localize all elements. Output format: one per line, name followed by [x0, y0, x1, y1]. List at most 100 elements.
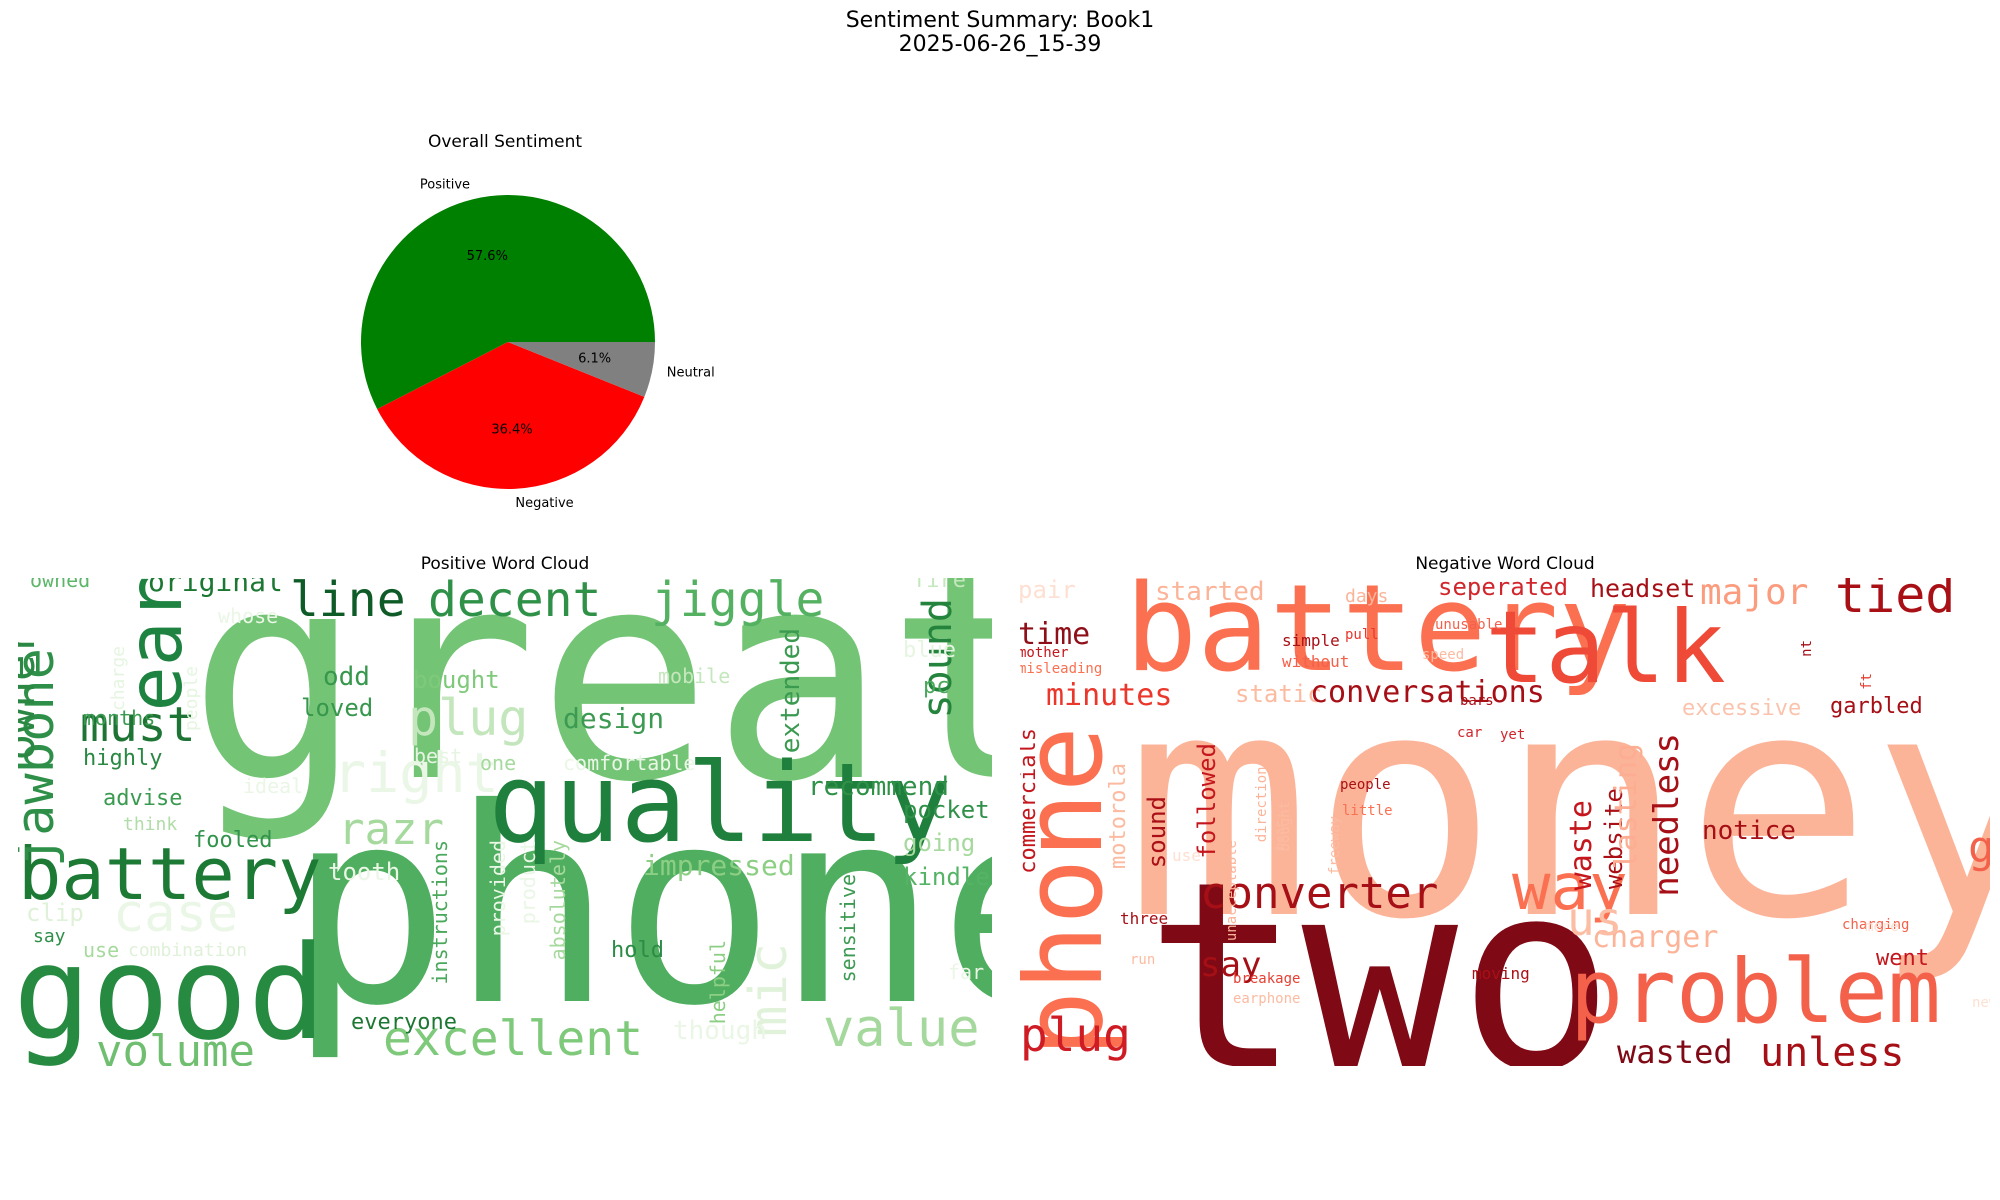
- negative-cloud-word: without: [1282, 652, 1350, 671]
- positive-cloud-word: though: [673, 1016, 767, 1046]
- negative-cloud-word: car: [1457, 725, 1483, 741]
- negative-cloud-word: garbled: [1830, 694, 1923, 719]
- negative-cloud-word: unusable: [1435, 617, 1503, 633]
- positive-cloud-word: bought: [413, 666, 500, 694]
- negative-cloud-word: charger: [1592, 920, 1719, 955]
- positive-cloud-word: far: [948, 960, 985, 984]
- positive-cloud-word: phone: [288, 750, 992, 1065]
- positive-cloud-word: plug: [408, 689, 529, 747]
- positive-cloud-word: instructions: [428, 840, 452, 985]
- positive-cloud-word: odd: [323, 662, 370, 692]
- negative-cloud-word: pull: [1345, 627, 1379, 643]
- pie-slice-neutral: [508, 342, 655, 397]
- negative-cloud-word: charging: [1842, 917, 1910, 933]
- negative-cloud-word: hear: [1273, 821, 1287, 850]
- negative-cloud-word: money: [1125, 627, 1990, 988]
- negative-cloud-word: breakage: [1233, 971, 1301, 987]
- negative-cloud-title: Negative Word Cloud: [1415, 554, 1595, 574]
- pie-category-label: Negative: [515, 496, 573, 511]
- positive-cloud-word: kindle: [903, 863, 990, 891]
- positive-cloud-word: quality: [488, 739, 952, 867]
- positive-cloud-word: great: [188, 578, 992, 846]
- positive-cloud-word: charge: [108, 646, 129, 712]
- positive-cloud-word: design: [563, 702, 665, 735]
- negative-cloud-word: way: [1512, 851, 1628, 925]
- negative-cloud-word: converter: [1200, 868, 1439, 919]
- negative-cloud-word: moving: [1472, 964, 1530, 983]
- negative-cloud-word: talk: [1485, 589, 1726, 706]
- negative-cloud-word: little: [1342, 803, 1393, 819]
- positive-cloud-word: provided: [486, 840, 510, 937]
- positive-cloud-word: mobile: [658, 664, 731, 688]
- positive-cloud-word: line: [290, 578, 406, 628]
- positive-cloud-word: everyone: [351, 1010, 457, 1035]
- pie-slice-negative: [377, 342, 645, 490]
- positive-cloud-word: case: [113, 884, 239, 944]
- negative-cloud-word: sound: [1143, 796, 1171, 869]
- positive-cloud-word: highly: [83, 746, 163, 771]
- negative-cloud-word: go: [1968, 822, 1990, 873]
- negative-cloud-word: static: [1235, 680, 1322, 708]
- positive-cloud-word: clip: [26, 899, 84, 927]
- negative-cloud-word: headset: [1590, 578, 1696, 603]
- negative-cloud-word: use: [1172, 846, 1201, 865]
- negative-cloud-word: earphone: [1233, 991, 1301, 1007]
- positive-cloud-word: pc: [923, 674, 950, 699]
- negative-cloud-word: ft: [1859, 673, 1875, 690]
- positive-cloud-word: sensitive: [836, 874, 860, 983]
- positive-cloud-word: advise: [103, 786, 183, 811]
- positive-cloud-word: whose: [218, 604, 279, 628]
- negative-cloud-word: problem: [1570, 940, 1941, 1043]
- positive-cloud-word: going: [903, 829, 976, 857]
- negative-cloud-word: seperated: [1438, 578, 1569, 601]
- negative-cloud-word: simple: [1282, 631, 1340, 650]
- pie-percent-label: 6.1%: [578, 351, 611, 366]
- negative-cloud-word: new: [1972, 995, 1990, 1011]
- positive-cloud-word: hold: [611, 938, 664, 963]
- pie-category-label: Positive: [420, 177, 470, 192]
- negative-cloud-word: went: [1876, 946, 1929, 971]
- positive-cloud-word: extended: [776, 628, 806, 754]
- negative-cloud-word: needless: [1647, 733, 1687, 897]
- negative-cloud-word: mother: [1020, 645, 1069, 661]
- positive-cloud-word: blue: [903, 638, 956, 663]
- positive-cloud-word: excellent: [383, 1011, 644, 1066]
- pie-chart-title: Overall Sentiment: [427, 132, 583, 152]
- negative-cloud-word: conversations: [1310, 675, 1545, 710]
- negative-cloud-word: lasting: [1609, 743, 1644, 870]
- positive-cloud-word: use: [83, 938, 120, 962]
- positive-cloud-word: original: [148, 578, 283, 598]
- negative-cloud-word: minutes: [1046, 678, 1173, 713]
- negative-cloud-word: plug: [1020, 1008, 1131, 1062]
- negative-cloud-word: pair: [1020, 578, 1076, 604]
- pie-category-label: Neutral: [667, 365, 715, 380]
- positive-cloud-word: value: [823, 999, 980, 1059]
- negative-cloud-word: directions: [1254, 758, 1270, 843]
- negative-cloud-word: followed: [1193, 743, 1221, 859]
- positive-cloud-word: think: [123, 814, 178, 835]
- positive-cloud-word: pocket: [903, 796, 990, 824]
- negative-cloud-word: say: [1200, 945, 1262, 985]
- positive-cloud-word: combination: [128, 940, 248, 961]
- negative-cloud-word: tied: [1835, 578, 1956, 624]
- negative-cloud-word: run: [1130, 952, 1156, 968]
- positive-cloud-word: volume: [96, 1026, 255, 1067]
- negative-cloud-word: people: [1340, 777, 1391, 793]
- positive-cloud-word: must: [80, 697, 196, 753]
- negative-cloud-word: excessive: [1682, 696, 1802, 721]
- negative-cloud-word: commercials: [1020, 728, 1041, 874]
- positive-word-cloud: greatphonequalitygoodbatteryearjawbonemu…: [18, 578, 992, 1066]
- negative-cloud-word: freeway: [1327, 816, 1343, 876]
- positive-cloud-word: comfortable: [563, 751, 696, 775]
- negative-cloud-word: unless: [1760, 1030, 1905, 1066]
- positive-cloud-word: best: [414, 744, 463, 768]
- positive-cloud-word: fooled: [193, 828, 273, 853]
- positive-cloud-word: absolutely: [546, 840, 570, 961]
- negative-cloud-word: mere: [1865, 919, 1899, 935]
- negative-cloud-word: wasted: [1617, 1033, 1733, 1066]
- positive-cloud-word: impressed: [643, 849, 795, 882]
- pie-percent-label: 57.6%: [467, 249, 508, 264]
- positive-cloud-word: jiggle: [651, 578, 825, 628]
- positive-cloud-word: recommend: [808, 772, 949, 802]
- positive-cloud-title: Positive Word Cloud: [420, 554, 590, 574]
